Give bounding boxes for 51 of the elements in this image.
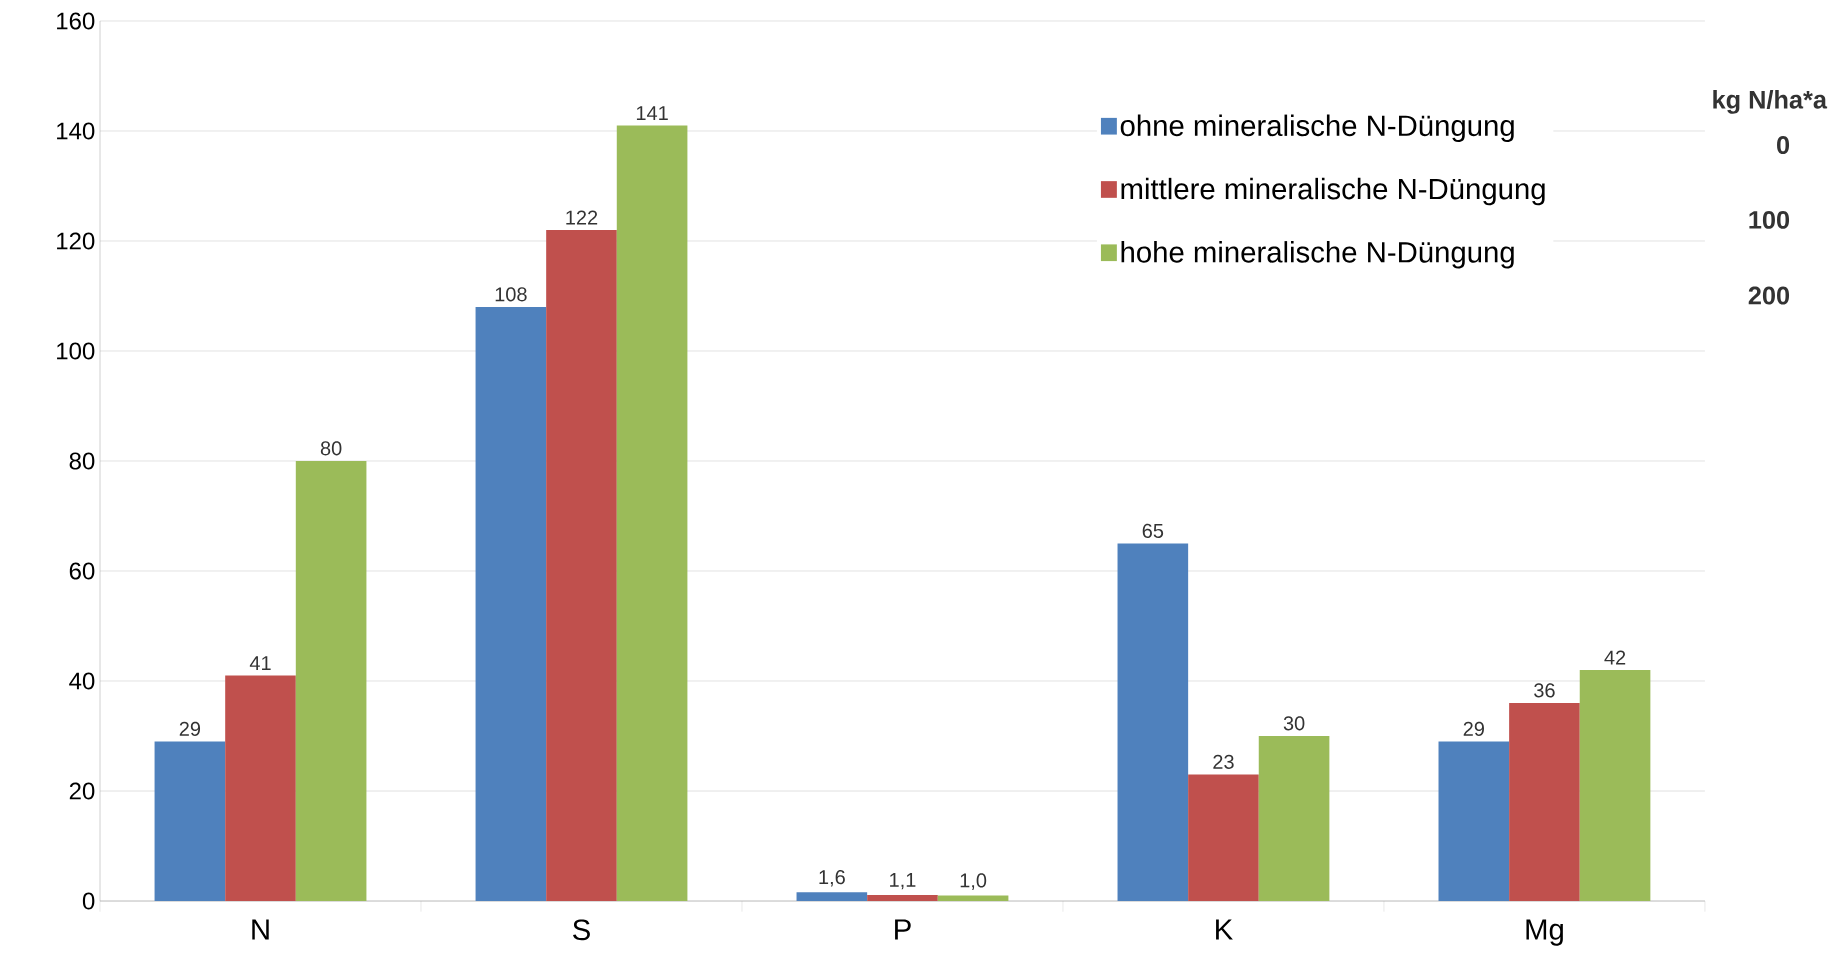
x-tick-label: P <box>895 919 911 940</box>
y-tick-label: 0 <box>82 892 95 910</box>
data-label: 1,0 <box>960 873 987 890</box>
y-tick-label: 120 <box>57 232 95 250</box>
data-label: 141 <box>636 106 668 120</box>
data-label: 41 <box>249 656 271 670</box>
text: 100 <box>1749 210 1790 229</box>
y-tick-label: 40 <box>69 672 95 690</box>
data-label: 29 <box>1463 721 1484 736</box>
data-label: 30 <box>1283 716 1305 731</box>
x-tick-label: Mg <box>1526 919 1563 946</box>
bar <box>867 894 938 901</box>
bar <box>616 125 688 901</box>
y-tick-label: 20 <box>69 782 95 800</box>
bar <box>225 675 296 901</box>
data-label: 23 <box>1213 754 1234 769</box>
data-label: 108 <box>495 287 527 302</box>
data-label: 122 <box>566 210 598 225</box>
bar <box>475 306 547 901</box>
data-label: 1,6 <box>819 870 845 887</box>
legend-title: kg N/ha*a <box>1713 90 1828 114</box>
bar <box>1117 543 1189 901</box>
x-tick-label: S <box>573 919 590 941</box>
bar <box>1579 670 1651 901</box>
bar <box>154 741 226 901</box>
data-label: 29 <box>179 721 201 736</box>
data-label: 1,1 <box>890 873 916 890</box>
y-tick-label: 140 <box>57 122 95 140</box>
bar <box>546 230 617 901</box>
legend-label: mittlere mineralische N-Düngung <box>1121 177 1545 206</box>
data-label: 42 <box>1604 650 1626 665</box>
bar <box>1258 736 1330 901</box>
bar <box>295 461 367 901</box>
bar <box>937 895 1009 901</box>
bar <box>1188 774 1259 901</box>
legend-label: ohne mineralische N-Düngung <box>1120 114 1514 142</box>
bar <box>1509 703 1580 901</box>
y-tick-label: 160 <box>57 12 95 30</box>
data-label: 36 <box>1534 683 1555 698</box>
y-tick-label: 80 <box>69 452 95 470</box>
legend-label: hohe mineralische N-Düngung <box>1121 241 1514 269</box>
text: 200 <box>1748 286 1790 305</box>
data-label: 65 <box>1142 523 1164 538</box>
y-tick-label: 60 <box>69 562 95 580</box>
x-tick-label: N <box>252 919 269 940</box>
data-label: 80 <box>320 441 342 456</box>
text: 0 <box>1777 136 1790 155</box>
bar <box>1438 741 1510 901</box>
bar <box>796 892 868 901</box>
x-tick-label: K <box>1216 919 1233 940</box>
y-tick-label: 100 <box>57 342 95 360</box>
